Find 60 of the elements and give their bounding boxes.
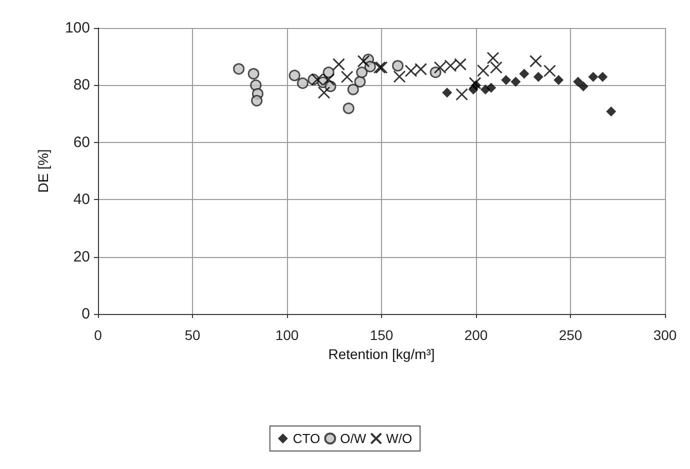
x-axis-title: Retention [kg/m³] bbox=[328, 346, 435, 362]
point bbox=[340, 70, 354, 84]
point bbox=[554, 75, 564, 86]
point bbox=[288, 70, 300, 82]
y-tick-label: 100 bbox=[64, 20, 90, 36]
point bbox=[476, 64, 490, 77]
x-tick-label: 200 bbox=[464, 327, 488, 343]
point bbox=[442, 88, 452, 98]
x-tick-label: 250 bbox=[558, 327, 582, 343]
point bbox=[310, 73, 324, 86]
x-tick-label: 100 bbox=[275, 327, 299, 343]
y-tick-label: 20 bbox=[73, 248, 90, 266]
point bbox=[392, 60, 404, 72]
point bbox=[393, 70, 406, 83]
point bbox=[490, 61, 502, 74]
point bbox=[404, 64, 418, 78]
point bbox=[357, 54, 370, 68]
point bbox=[501, 75, 512, 86]
y-tick-label: 40 bbox=[73, 191, 90, 208]
point bbox=[468, 76, 482, 90]
point bbox=[573, 76, 584, 87]
point bbox=[332, 58, 346, 71]
point bbox=[354, 76, 366, 88]
point bbox=[486, 52, 500, 64]
point bbox=[296, 77, 308, 89]
y-tick-label: 0 bbox=[82, 306, 90, 322]
point bbox=[347, 84, 359, 96]
x-tick-label: 150 bbox=[370, 327, 394, 343]
point bbox=[588, 72, 598, 82]
point bbox=[233, 63, 245, 75]
x-tick-label: 300 bbox=[653, 327, 677, 343]
point bbox=[578, 81, 588, 92]
point bbox=[543, 64, 556, 78]
point bbox=[456, 88, 468, 101]
x-tick-label: 0 bbox=[94, 327, 102, 343]
legend-label: O/W bbox=[340, 431, 367, 446]
point bbox=[318, 86, 330, 99]
point bbox=[454, 58, 467, 71]
point bbox=[356, 66, 368, 78]
point bbox=[519, 68, 530, 79]
point bbox=[606, 106, 616, 117]
point bbox=[414, 62, 428, 76]
legend-label: CTO bbox=[292, 431, 320, 446]
y-axis-title: DE [%] bbox=[35, 149, 51, 193]
legend-label: W/O bbox=[386, 431, 412, 446]
point bbox=[598, 72, 608, 82]
point bbox=[529, 54, 542, 68]
y-tick-label: 80 bbox=[73, 76, 90, 94]
point bbox=[434, 61, 446, 74]
point bbox=[251, 94, 263, 106]
point bbox=[342, 102, 354, 114]
y-tick-label: 60 bbox=[73, 134, 90, 151]
point bbox=[248, 68, 260, 80]
point bbox=[364, 60, 376, 72]
point bbox=[533, 72, 544, 82]
point bbox=[322, 73, 335, 86]
point bbox=[444, 60, 457, 72]
point bbox=[486, 82, 496, 93]
point bbox=[510, 76, 521, 87]
x-tick-label: 50 bbox=[184, 327, 200, 343]
